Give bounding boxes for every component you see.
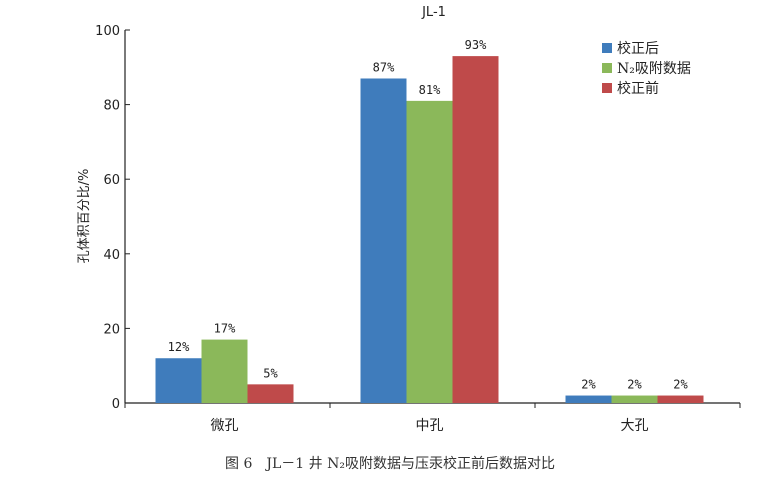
legend-label: 校正前	[617, 80, 659, 97]
data-label: 93%	[465, 38, 487, 52]
y-tick-label: 20	[103, 322, 120, 337]
data-label: 12%	[168, 340, 190, 354]
x-category-label: 微孔	[211, 418, 239, 434]
bar	[452, 56, 499, 404]
data-label: 5%	[263, 366, 278, 380]
chart-title: JL-1	[421, 5, 446, 20]
legend-swatch	[602, 83, 612, 93]
data-label: 2%	[581, 378, 596, 392]
bar	[360, 78, 407, 404]
data-label: 2%	[627, 378, 642, 392]
y-axis-label: 孔体积百分比/%	[77, 169, 92, 264]
bar	[155, 358, 202, 403]
y-tick-label: 60	[103, 173, 120, 188]
legend-swatch	[602, 43, 612, 53]
y-tick-label: 0	[112, 397, 120, 412]
y-tick-label: 100	[95, 24, 120, 39]
bar	[657, 395, 704, 403]
legend-swatch	[602, 63, 612, 73]
legend-label: 校正后	[617, 40, 659, 57]
y-tick-label: 80	[103, 99, 120, 114]
data-label: 2%	[673, 378, 688, 392]
figure-caption: 图 6 JL－1 井 N₂吸附数据与压汞校正前后数据对比	[225, 455, 555, 472]
x-category-label: 中孔	[416, 418, 444, 434]
data-label: 87%	[373, 60, 395, 74]
bar	[565, 395, 612, 403]
y-tick-label: 40	[103, 248, 120, 263]
bar	[201, 339, 248, 403]
data-label: 81%	[419, 83, 441, 97]
bar	[611, 395, 658, 403]
legend-label: N₂吸附数据	[617, 61, 691, 77]
bar	[406, 100, 453, 404]
bar	[247, 384, 294, 403]
data-label: 17%	[214, 322, 236, 336]
x-category-label: 大孔	[621, 418, 649, 434]
